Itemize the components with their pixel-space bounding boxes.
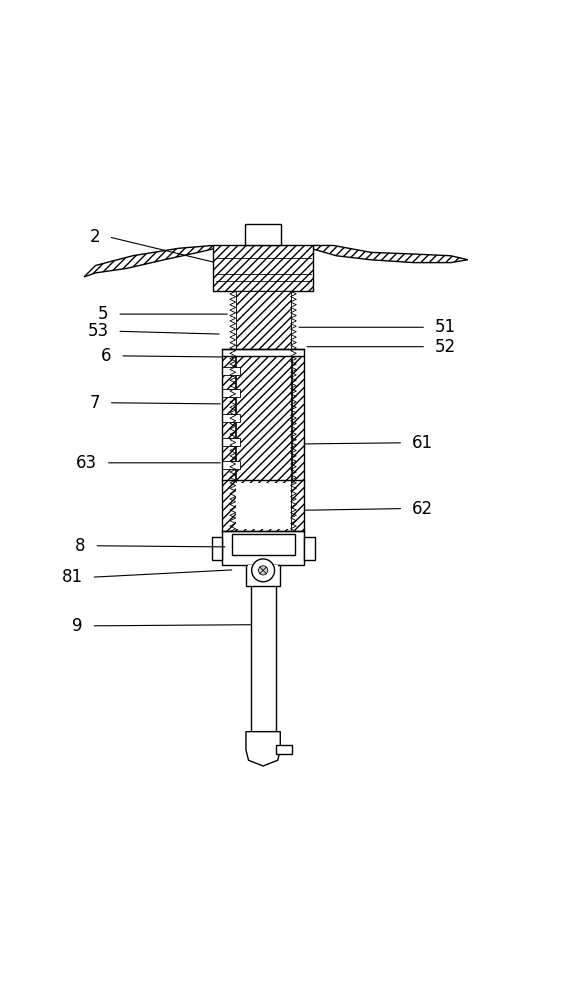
Text: 53: 53 xyxy=(88,322,109,340)
Bar xyxy=(251,579,276,732)
Circle shape xyxy=(259,566,268,575)
Text: 8: 8 xyxy=(76,537,86,555)
Text: 62: 62 xyxy=(412,500,433,518)
Text: 51: 51 xyxy=(435,318,456,336)
Bar xyxy=(222,367,240,375)
Text: 2: 2 xyxy=(89,228,100,246)
Polygon shape xyxy=(84,245,216,277)
Polygon shape xyxy=(222,480,304,531)
Bar xyxy=(222,414,240,422)
Polygon shape xyxy=(213,245,313,291)
Bar xyxy=(222,349,304,356)
Text: 7: 7 xyxy=(90,394,100,412)
Text: 81: 81 xyxy=(62,568,83,586)
Text: 9: 9 xyxy=(73,617,83,635)
Bar xyxy=(304,537,315,560)
Bar xyxy=(236,483,291,529)
Bar xyxy=(212,537,222,560)
Bar xyxy=(222,531,304,565)
Bar xyxy=(222,389,240,397)
Polygon shape xyxy=(236,291,291,531)
Text: 63: 63 xyxy=(76,454,97,472)
Bar xyxy=(222,461,240,469)
Bar xyxy=(276,745,292,754)
Bar xyxy=(246,565,280,586)
Text: 61: 61 xyxy=(412,434,433,452)
Circle shape xyxy=(252,559,275,582)
Bar xyxy=(222,438,240,446)
Text: 6: 6 xyxy=(101,347,112,365)
Polygon shape xyxy=(246,732,280,766)
Polygon shape xyxy=(311,245,468,263)
Bar xyxy=(248,565,278,578)
Bar xyxy=(245,224,281,245)
Text: 5: 5 xyxy=(98,305,109,323)
Text: 52: 52 xyxy=(435,338,456,356)
Bar xyxy=(232,534,295,555)
Polygon shape xyxy=(292,356,304,480)
Polygon shape xyxy=(222,356,235,480)
